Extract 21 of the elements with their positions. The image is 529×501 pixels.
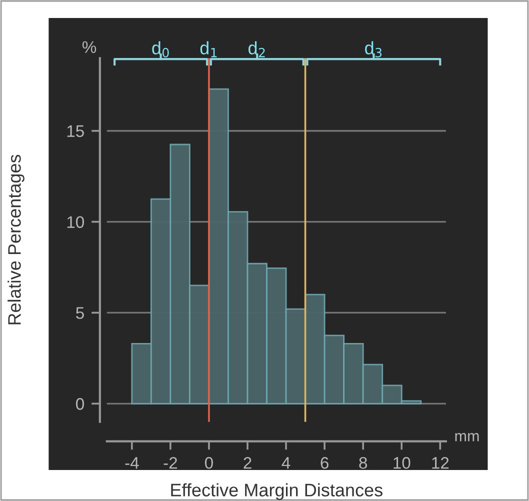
y-tick-label: 5 (76, 307, 84, 319)
x-tick-label: 12 (432, 457, 449, 469)
text: mm (455, 433, 479, 442)
x-axis-title: Effective Margin Distances (171, 483, 382, 500)
y-tick-label: 10 (67, 216, 84, 228)
text: d$_{3}$ (365, 41, 382, 58)
y-tick-label: 15 (67, 125, 84, 138)
text: % (82, 41, 96, 53)
text: d$_{2}$ (248, 41, 265, 58)
y-axis-title: Relative Percentages (8, 154, 24, 324)
x-tick-label: 2 (244, 457, 252, 469)
x-tick-label: -2 (164, 457, 178, 469)
ref-line-label: d$_{1}$ (200, 41, 217, 58)
text: d$_{0}$ (152, 41, 169, 58)
y-tick-label: 0 (76, 398, 84, 410)
x-tick-label: 4 (282, 457, 290, 469)
x-tick-label: -4 (125, 457, 139, 469)
x-tick-label: 10 (394, 457, 410, 469)
x-tick-label: 8 (359, 457, 368, 469)
x-tick-label: 0 (204, 457, 213, 469)
x-tick-label: 6 (320, 457, 328, 469)
